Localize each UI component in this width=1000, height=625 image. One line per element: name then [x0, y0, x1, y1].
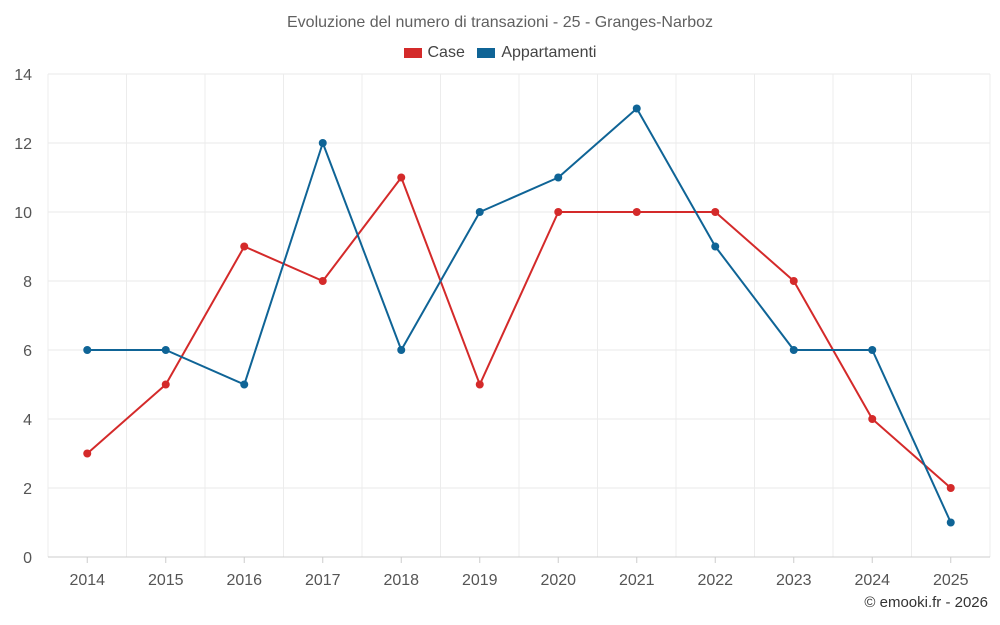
- data-point-case: [475, 380, 484, 389]
- data-point-case: [83, 449, 92, 458]
- data-point-case: [789, 277, 798, 285]
- y-tick-label: 10: [14, 205, 32, 222]
- y-tick-label: 8: [23, 274, 32, 291]
- data-point-appartamenti: [83, 346, 92, 354]
- x-tick-label: 2018: [383, 572, 419, 589]
- data-point-case: [240, 242, 249, 251]
- x-tick-label: 2017: [305, 572, 341, 589]
- data-point-case: [554, 208, 563, 216]
- legend-item-case[interactable]: Case: [403, 44, 465, 62]
- x-tick-label: 2024: [854, 572, 890, 589]
- x-tick-label: 2016: [226, 572, 262, 589]
- y-tick-label: 6: [23, 343, 32, 360]
- series-line-appartamenti: [87, 107, 952, 523]
- y-tick-label: 14: [14, 67, 32, 84]
- x-tick-label: 2021: [619, 572, 655, 589]
- chart-title: Evoluzione del numero di transazioni - 2…: [287, 14, 713, 31]
- data-point-case: [711, 208, 720, 216]
- data-point-appartamenti: [318, 139, 327, 147]
- y-tick-label: 2: [23, 481, 32, 498]
- x-tick-label: 2020: [540, 572, 576, 589]
- data-point-appartamenti: [632, 104, 641, 113]
- y-tick-label: 12: [14, 136, 32, 153]
- legend: Case Appartamenti: [0, 44, 1000, 63]
- data-point-case: [868, 415, 877, 423]
- y-tick-label: 0: [23, 550, 32, 567]
- data-point-appartamenti: [397, 346, 406, 354]
- x-tick-label: 2023: [776, 572, 812, 589]
- x-tick-label: 2025: [933, 572, 969, 589]
- x-tick-label: 2019: [462, 572, 498, 589]
- data-point-appartamenti: [554, 173, 563, 182]
- data-point-appartamenti: [789, 346, 798, 354]
- data-point-case: [397, 173, 406, 182]
- data-point-appartamenti: [868, 346, 877, 354]
- data-point-appartamenti: [240, 380, 249, 389]
- data-point-appartamenti: [161, 346, 170, 354]
- y-tick-label: 4: [23, 412, 32, 429]
- data-point-case: [318, 277, 327, 285]
- series-line-case: [86, 176, 952, 489]
- legend-swatch-case: [403, 48, 422, 58]
- data-point-case: [161, 380, 170, 389]
- x-tick-label: 2014: [69, 572, 105, 589]
- data-point-appartamenti: [711, 242, 720, 251]
- data-point-case: [946, 484, 955, 492]
- legend-label-case: Case: [427, 44, 465, 61]
- x-tick-label: 2022: [697, 572, 733, 589]
- data-point-appartamenti: [475, 208, 484, 216]
- data-point-appartamenti: [946, 518, 955, 527]
- legend-item-appartamenti[interactable]: Appartamenti: [477, 44, 596, 62]
- legend-swatch-appartamenti: [477, 48, 496, 58]
- credit-text: © emooki.fr - 2026: [864, 594, 988, 611]
- legend-label-appartamenti: Appartamenti: [501, 44, 597, 61]
- x-tick-label: 2015: [148, 572, 184, 589]
- data-point-case: [632, 208, 641, 216]
